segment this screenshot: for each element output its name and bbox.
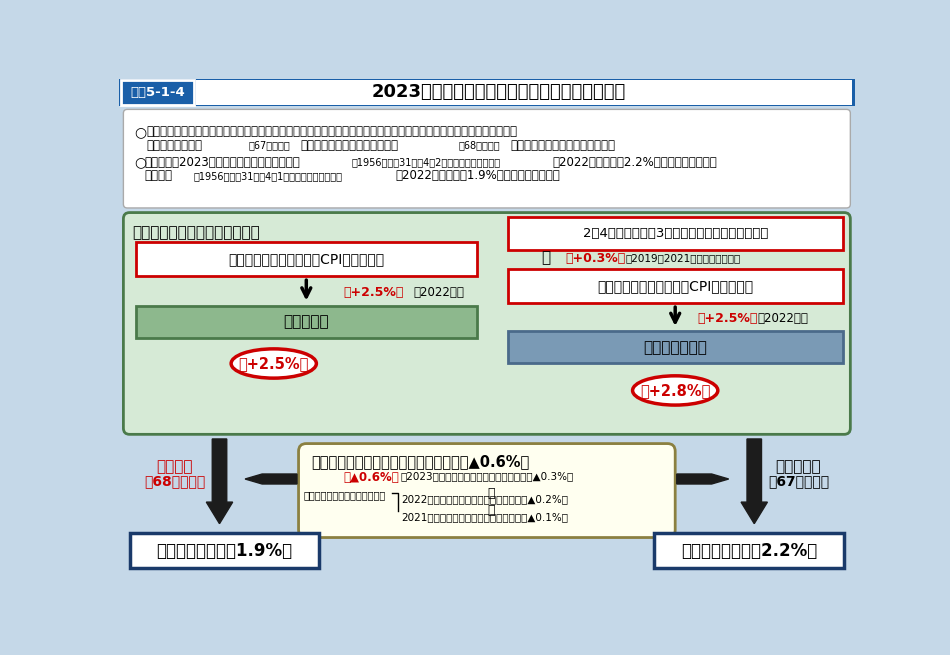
Text: 2～4年度前（直近3年度平均）の実質賃金変動率: 2～4年度前（直近3年度平均）の実質賃金変動率 <box>582 227 768 240</box>
Bar <box>119 79 855 106</box>
Bar <box>508 269 843 303</box>
Text: 【+2.8%】: 【+2.8%】 <box>640 383 711 398</box>
Bar <box>508 331 843 364</box>
Text: ○: ○ <box>134 125 146 139</box>
Text: 年金額改定率【＋2.2%】: 年金額改定率【＋2.2%】 <box>681 542 817 559</box>
Text: ○: ○ <box>134 156 146 170</box>
Text: ＋: ＋ <box>487 487 495 500</box>
Text: （67歳以下）: （67歳以下） <box>768 474 829 489</box>
Text: 既裁定者: 既裁定者 <box>144 170 172 183</box>
Text: この結果、2023年度の年金額は、新規裁定者: この結果、2023年度の年金額は、新規裁定者 <box>144 156 300 168</box>
Text: （２）マクロ経済スライドによる調整【▲0.6%】: （２）マクロ経済スライドによる調整【▲0.6%】 <box>311 455 529 470</box>
Text: 合は、新規裁定者: 合は、新規裁定者 <box>146 139 202 152</box>
Text: 物価変動率: 物価変動率 <box>283 314 329 329</box>
Text: は物価変動率を用いて改定する。: は物価変動率を用いて改定する。 <box>511 139 616 152</box>
Text: （2019～2021年度平均実績値）: （2019～2021年度平均実績値） <box>626 253 741 263</box>
Text: （1956（昭和31）年4月1日以前に生まれた方）: （1956（昭和31）年4月1日以前に生まれた方） <box>194 171 343 181</box>
Text: 前年の消費者物価指数（CPI）の変動率: 前年の消費者物価指数（CPI）の変動率 <box>228 252 385 266</box>
Bar <box>197 80 852 105</box>
Text: （67歳以下）: （67歳以下） <box>249 140 291 150</box>
Bar <box>136 306 477 338</box>
Bar <box>121 80 194 105</box>
Text: は名目賃金変動率を、既裁定者: は名目賃金変動率を、既裁定者 <box>300 139 398 152</box>
Text: 年金額は、賃金や物価の変動に応じて毎年度改定を行う仕組みとなっている。名目賃金変動率が物価変動率を上回る場: 年金額は、賃金や物価の変動に応じて毎年度改定を行う仕組みとなっている。名目賃金変… <box>146 125 518 138</box>
Text: キャリーオーバー分による調整: キャリーオーバー分による調整 <box>303 491 386 500</box>
Text: 【+2.5%】: 【+2.5%】 <box>238 356 309 371</box>
Polygon shape <box>245 474 297 484</box>
Ellipse shape <box>231 349 316 378</box>
Text: 2023年度の年金額の改定（スライド）について: 2023年度の年金額の改定（スライド）について <box>371 83 626 102</box>
Bar <box>129 533 319 569</box>
Text: 【+2.5%】: 【+2.5%】 <box>344 286 404 299</box>
Text: （68歳以上）: （68歳以上） <box>144 474 205 489</box>
Text: 【+0.3%】: 【+0.3%】 <box>565 252 625 265</box>
Text: 前年の消費者物価指数（CPI）の変動率: 前年の消費者物価指数（CPI）の変動率 <box>598 279 753 293</box>
Text: 【+2.5%】: 【+2.5%】 <box>697 312 757 325</box>
Text: 既裁定者: 既裁定者 <box>157 459 193 474</box>
Text: ＝2023年度のマクロ経済スライド調整率（▲0.3%）: ＝2023年度のマクロ経済スライド調整率（▲0.3%） <box>401 472 574 481</box>
Text: （2022年）: （2022年） <box>757 312 808 325</box>
Text: 2021年度のマクロ経済スライド調整率（▲0.1%）: 2021年度のマクロ経済スライド調整率（▲0.1%） <box>402 512 569 522</box>
FancyBboxPatch shape <box>124 109 850 208</box>
Text: 名目賃金変動率: 名目賃金変動率 <box>643 340 707 355</box>
Text: 2022年度のマクロ経済スライド調整率（▲0.2%）: 2022年度のマクロ経済スライド調整率（▲0.2%） <box>402 495 569 504</box>
Text: ＋: ＋ <box>542 250 550 265</box>
Text: 新規裁定者: 新規裁定者 <box>775 459 821 474</box>
Text: ＋: ＋ <box>487 504 495 517</box>
Text: 年金額改定率【＋1.9%】: 年金額改定率【＋1.9%】 <box>156 542 293 559</box>
FancyBboxPatch shape <box>124 213 850 434</box>
Text: （１）物価変動率・賃金変動率: （１）物価変動率・賃金変動率 <box>133 225 260 240</box>
Text: は2022年度から＋1.9%の増額改定となる。: は2022年度から＋1.9%の増額改定となる。 <box>395 170 560 183</box>
Text: （1956（昭和31）年4月2日以後に生まれた方）: （1956（昭和31）年4月2日以後に生まれた方） <box>352 157 501 167</box>
Text: 【▲0.6%】: 【▲0.6%】 <box>344 472 399 484</box>
Bar <box>136 242 477 276</box>
Ellipse shape <box>633 376 718 405</box>
Polygon shape <box>741 439 768 523</box>
Text: 図表5-1-4: 図表5-1-4 <box>130 86 185 99</box>
Text: （2022年）: （2022年） <box>413 286 465 299</box>
Text: （68歳以上）: （68歳以上） <box>459 140 501 150</box>
Polygon shape <box>676 474 729 484</box>
Text: は2022年度から＋2.2%の増額改定となり、: は2022年度から＋2.2%の増額改定となり、 <box>553 156 717 168</box>
Bar <box>508 217 843 250</box>
Polygon shape <box>206 439 233 523</box>
FancyBboxPatch shape <box>298 443 675 538</box>
Bar <box>655 533 845 569</box>
